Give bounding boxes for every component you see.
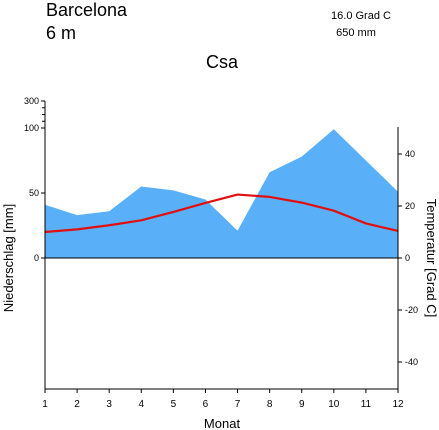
right-axis-label: Temperatur [Grad C] bbox=[424, 199, 439, 318]
precip-tick-label: 50 bbox=[29, 188, 39, 198]
x-tick-label: 9 bbox=[299, 399, 305, 410]
climate-class: Csa bbox=[206, 52, 239, 72]
x-tick-label: 7 bbox=[235, 399, 241, 410]
annual-precipitation: 650 mm bbox=[336, 27, 376, 39]
temp-tick-label: 0 bbox=[405, 253, 410, 263]
temp-tick-label: -20 bbox=[405, 305, 418, 315]
x-tick-label: 6 bbox=[203, 399, 209, 410]
x-tick-label: 3 bbox=[106, 399, 112, 410]
temperature-line bbox=[44, 193, 399, 234]
precip-tick-label: 300 bbox=[24, 96, 39, 106]
precip-tick-label: 0 bbox=[34, 253, 39, 263]
x-tick-label: 1 bbox=[42, 399, 48, 410]
x-tick-label: 12 bbox=[392, 399, 404, 410]
precipitation-area bbox=[45, 129, 398, 258]
x-tick-label: 10 bbox=[328, 399, 340, 410]
x-tick-label: 8 bbox=[267, 399, 273, 410]
mean-temperature: 16.0 Grad C bbox=[331, 10, 391, 22]
x-tick-label: 11 bbox=[361, 399, 372, 410]
x-tick-label: 4 bbox=[138, 399, 144, 410]
x-axis-label: Monat bbox=[204, 416, 241, 430]
station-elevation: 6 m bbox=[46, 23, 76, 43]
temp-tick-label: -40 bbox=[405, 357, 418, 367]
left-axis-label: Niederschlag [mm] bbox=[1, 204, 16, 312]
x-tick-label: 2 bbox=[74, 399, 80, 410]
station-name: Barcelona bbox=[46, 0, 128, 20]
x-tick-label: 5 bbox=[171, 399, 177, 410]
temp-tick-label: 40 bbox=[405, 149, 415, 159]
temp-tick-label: 20 bbox=[405, 201, 415, 211]
precip-tick-label: 100 bbox=[24, 123, 39, 133]
